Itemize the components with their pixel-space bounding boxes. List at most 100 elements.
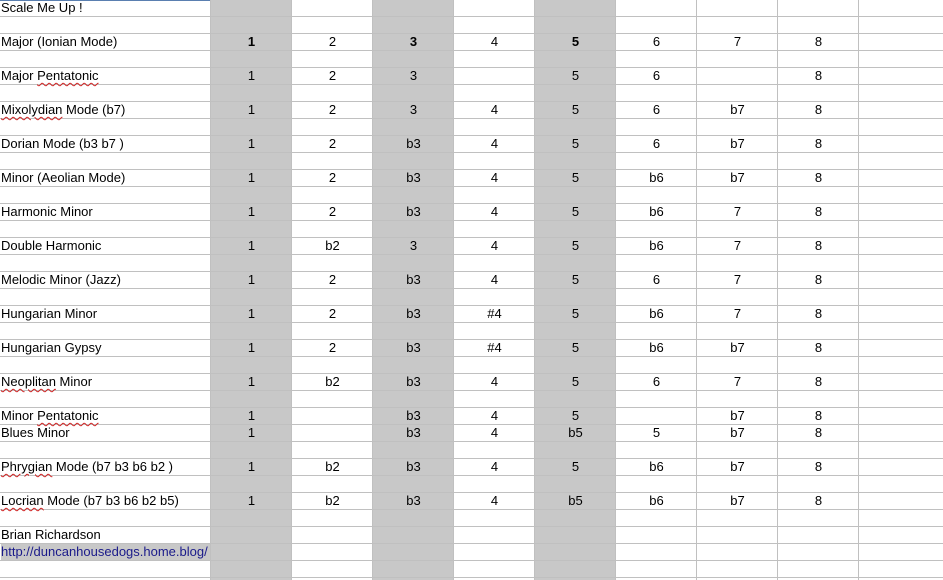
scale-degree-cell[interactable]: 4 <box>490 136 499 151</box>
scale-degree-cell[interactable]: 4 <box>490 238 499 253</box>
scale-degree-cell[interactable]: #4 <box>487 306 502 321</box>
scale-name[interactable]: Mixolydian Mode (b7) <box>1 102 126 117</box>
scale-degree-cell[interactable]: 2 <box>328 204 337 219</box>
scale-degree-cell[interactable]: 2 <box>328 136 337 151</box>
scale-degree-cell[interactable]: b7 <box>730 425 745 440</box>
scale-degree-cell[interactable]: 1 <box>247 68 256 83</box>
scale-degree-cell[interactable]: b6 <box>649 340 664 355</box>
scale-degree-cell[interactable]: 6 <box>652 34 661 49</box>
scale-degree-cell[interactable]: 2 <box>328 306 337 321</box>
scale-degree-cell[interactable]: b5 <box>568 425 583 440</box>
scale-degree-cell[interactable]: b3 <box>406 272 421 287</box>
scale-degree-cell[interactable]: b3 <box>406 493 421 508</box>
scale-degree-cell[interactable]: 5 <box>571 34 580 49</box>
scale-degree-cell[interactable]: 5 <box>571 136 580 151</box>
scale-degree-cell[interactable]: 8 <box>814 425 823 440</box>
scale-degree-cell[interactable]: 8 <box>814 340 823 355</box>
scale-degree-cell[interactable]: 8 <box>814 204 823 219</box>
scale-degree-cell[interactable]: b3 <box>406 408 421 423</box>
scale-degree-cell[interactable]: 1 <box>247 170 256 185</box>
scale-degree-cell[interactable]: 5 <box>571 374 580 389</box>
scale-degree-cell[interactable]: b6 <box>649 170 664 185</box>
scale-degree-cell[interactable]: 7 <box>733 34 742 49</box>
scale-degree-cell[interactable]: 5 <box>571 459 580 474</box>
scale-degree-cell[interactable]: 5 <box>571 204 580 219</box>
scale-degree-cell[interactable]: 1 <box>247 34 256 49</box>
scale-degree-cell[interactable]: 5 <box>571 272 580 287</box>
scale-degree-cell[interactable]: 2 <box>328 272 337 287</box>
scale-degree-cell[interactable]: 4 <box>490 374 499 389</box>
scale-degree-cell[interactable]: b5 <box>568 493 583 508</box>
scale-degree-cell[interactable]: 4 <box>490 102 499 117</box>
scale-name[interactable]: Major Pentatonic <box>1 68 99 83</box>
scale-degree-cell[interactable]: 4 <box>490 170 499 185</box>
scale-name[interactable]: Hungarian Minor <box>1 306 98 321</box>
scale-degree-cell[interactable]: 3 <box>409 68 418 83</box>
scale-degree-cell[interactable]: b7 <box>730 340 745 355</box>
scale-degree-cell[interactable]: b7 <box>730 408 745 423</box>
scale-degree-cell[interactable]: 2 <box>328 170 337 185</box>
scale-name[interactable]: Neoplitan Minor <box>1 374 93 389</box>
blog-link[interactable]: http://duncanhousedogs.home.blog/ <box>1 544 210 560</box>
scale-degree-cell[interactable]: 2 <box>328 68 337 83</box>
scale-degree-cell[interactable]: 2 <box>328 340 337 355</box>
scale-degree-cell[interactable] <box>454 68 535 84</box>
scale-degree-cell[interactable]: 5 <box>652 425 661 440</box>
scale-degree-cell[interactable]: 1 <box>247 136 256 151</box>
scale-degree-cell[interactable]: b2 <box>325 374 340 389</box>
scale-degree-cell[interactable]: 4 <box>490 408 499 423</box>
scale-degree-cell[interactable]: b2 <box>325 493 340 508</box>
scale-degree-cell[interactable]: 3 <box>409 34 418 49</box>
scale-name[interactable]: Harmonic Minor <box>1 204 93 219</box>
scale-degree-cell[interactable]: b3 <box>406 170 421 185</box>
scale-name[interactable]: Blues Minor <box>1 425 70 440</box>
scale-degree-cell[interactable]: 1 <box>247 272 256 287</box>
scale-degree-cell[interactable]: b6 <box>649 306 664 321</box>
scale-degree-cell[interactable]: b3 <box>406 306 421 321</box>
sheet-title[interactable]: Scale Me Up ! <box>1 0 83 15</box>
scale-degree-cell[interactable]: 8 <box>814 306 823 321</box>
scale-degree-cell[interactable]: b6 <box>649 238 664 253</box>
scale-degree-cell[interactable]: 5 <box>571 340 580 355</box>
scale-name[interactable]: Double Harmonic <box>1 238 102 253</box>
scale-degree-cell[interactable]: 7 <box>733 306 742 321</box>
scale-degree-cell[interactable]: 5 <box>571 306 580 321</box>
scale-name[interactable]: Phrygian Mode (b7 b3 b6 b2 ) <box>1 459 174 474</box>
scale-degree-cell[interactable]: 8 <box>814 102 823 117</box>
scale-degree-cell[interactable]: 5 <box>571 238 580 253</box>
scale-degree-cell[interactable]: 8 <box>814 272 823 287</box>
scale-degree-cell[interactable]: 2 <box>328 102 337 117</box>
scale-degree-cell[interactable]: 8 <box>814 68 823 83</box>
scale-degree-cell[interactable]: 8 <box>814 408 823 423</box>
scale-degree-cell[interactable]: 1 <box>247 204 256 219</box>
scale-degree-cell[interactable]: 6 <box>652 136 661 151</box>
scale-degree-cell[interactable]: 7 <box>733 238 742 253</box>
scale-degree-cell[interactable]: 6 <box>652 374 661 389</box>
scale-degree-cell[interactable]: 1 <box>247 408 256 423</box>
scale-degree-cell[interactable]: 8 <box>814 238 823 253</box>
scale-name[interactable]: Major (Ionian Mode) <box>1 34 118 49</box>
scale-name[interactable]: Minor Pentatonic <box>1 408 99 423</box>
scale-degree-cell[interactable]: b3 <box>406 425 421 440</box>
scale-degree-cell[interactable]: 6 <box>652 68 661 83</box>
scale-degree-cell[interactable]: 3 <box>409 238 418 253</box>
scale-degree-cell[interactable]: 1 <box>247 238 256 253</box>
author-name[interactable]: Brian Richardson <box>1 527 101 542</box>
scale-degree-cell[interactable]: 1 <box>247 102 256 117</box>
scale-degree-cell[interactable]: 4 <box>490 204 499 219</box>
scale-degree-cell[interactable]: b6 <box>649 459 664 474</box>
scale-degree-cell[interactable]: b7 <box>730 493 745 508</box>
scale-name[interactable]: Minor (Aeolian Mode) <box>1 170 126 185</box>
scale-degree-cell[interactable]: 7 <box>733 204 742 219</box>
scale-degree-cell[interactable]: 1 <box>247 374 256 389</box>
scale-degree-cell[interactable]: b2 <box>325 238 340 253</box>
scale-degree-cell[interactable]: 1 <box>247 459 256 474</box>
scale-degree-cell[interactable]: 6 <box>652 102 661 117</box>
scale-degree-cell[interactable]: 4 <box>490 34 499 49</box>
scale-degree-cell[interactable] <box>697 68 778 84</box>
scale-degree-cell[interactable]: 8 <box>814 170 823 185</box>
scale-name[interactable]: Locrian Mode (b7 b3 b6 b2 b5) <box>1 493 179 508</box>
scale-degree-cell[interactable]: b3 <box>406 374 421 389</box>
scale-name[interactable]: Dorian Mode (b3 b7 ) <box>1 136 124 151</box>
scale-degree-cell[interactable]: b7 <box>730 136 745 151</box>
